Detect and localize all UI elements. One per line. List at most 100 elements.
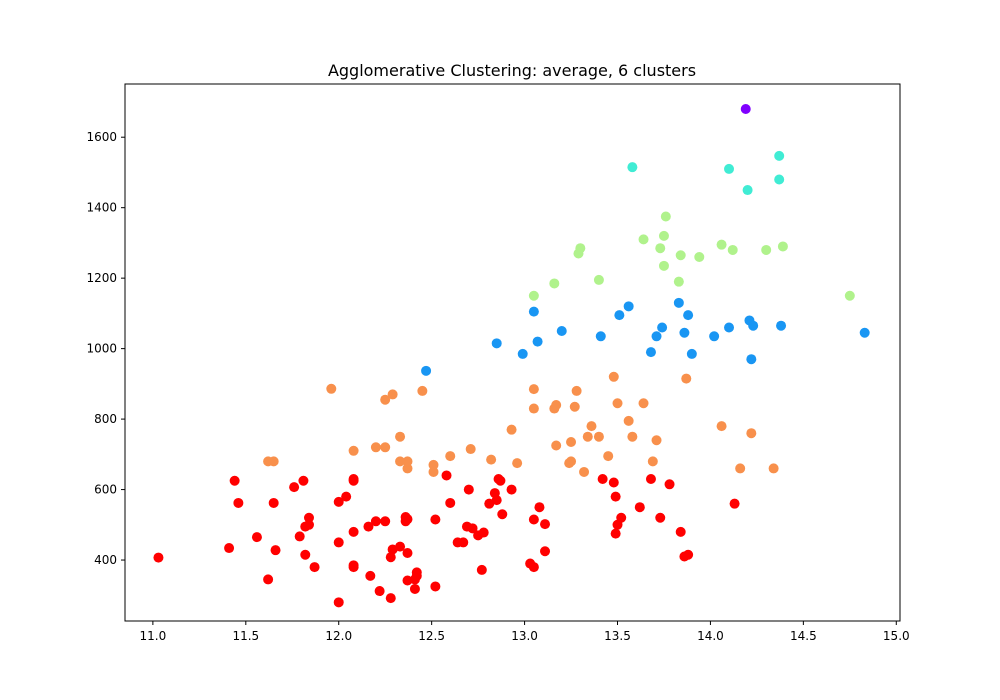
y-tick-label: 400 (94, 553, 117, 567)
data-point-cluster-4 (746, 428, 757, 439)
data-point-cluster-5 (411, 570, 422, 581)
data-point-cluster-3 (532, 336, 543, 347)
data-point-cluster-4 (512, 458, 523, 469)
y-tick-label: 600 (94, 483, 117, 497)
data-point-cluster-5 (683, 549, 694, 560)
data-point-cluster-5 (348, 526, 359, 537)
data-point-cluster-2 (575, 243, 586, 254)
data-point-cluster-5 (497, 509, 508, 520)
x-tick-label: 12.0 (325, 629, 352, 643)
data-point-cluster-5 (610, 528, 621, 539)
data-point-cluster-2 (655, 243, 666, 254)
data-point-cluster-4 (380, 442, 391, 453)
data-point-cluster-3 (556, 326, 567, 337)
data-point-cluster-1 (774, 174, 785, 185)
data-point-cluster-5 (534, 502, 545, 513)
data-point-cluster-4 (608, 371, 619, 382)
data-point-cluster-5 (348, 560, 359, 571)
data-point-cluster-4 (647, 456, 658, 467)
data-point-cluster-4 (387, 389, 398, 400)
data-point-cluster-4 (681, 373, 692, 384)
data-point-cluster-4 (506, 424, 517, 435)
data-point-cluster-4 (402, 456, 413, 467)
x-tick-label: 13.5 (604, 629, 631, 643)
data-point-cluster-5 (363, 521, 374, 532)
data-point-cluster-4 (579, 466, 590, 477)
data-point-cluster-5 (441, 470, 452, 481)
data-point-cluster-4 (735, 463, 746, 474)
data-point-cluster-3 (657, 322, 668, 333)
data-point-cluster-2 (675, 250, 686, 261)
data-point-cluster-5 (610, 491, 621, 502)
data-point-cluster-5 (233, 497, 244, 508)
data-point-cluster-5 (634, 502, 645, 513)
data-point-cluster-4 (445, 451, 456, 462)
data-point-cluster-5 (608, 477, 619, 488)
data-point-cluster-4 (612, 398, 623, 409)
data-point-cluster-5 (333, 496, 344, 507)
data-point-cluster-5 (540, 546, 551, 557)
x-tick-label: 11.0 (140, 629, 167, 643)
data-point-cluster-4 (395, 456, 406, 467)
data-point-cluster-3 (748, 320, 759, 331)
data-point-cluster-5 (729, 498, 740, 509)
data-point-cluster-5 (478, 527, 489, 538)
data-point-cluster-5 (380, 516, 391, 527)
data-point-cluster-5 (303, 512, 314, 523)
data-point-cluster-5 (289, 482, 300, 493)
data-point-cluster-2 (844, 290, 855, 301)
data-point-cluster-3 (686, 348, 697, 359)
data-point-cluster-4 (370, 442, 381, 453)
data-point-cluster-5 (333, 597, 344, 608)
data-point-cluster-5 (303, 519, 314, 530)
x-axis: 11.0 11.5 12.0 12.5 13.0 13.5 14.0 14.5 15.0 (140, 621, 910, 643)
chart-title: Agglomerative Clustering: average, 6 clu… (328, 61, 696, 80)
data-point-cluster-4 (582, 431, 593, 442)
data-point-cluster-5 (484, 498, 495, 509)
data-point-cluster-5 (385, 593, 396, 604)
data-point-cluster-2 (638, 234, 649, 245)
y-tick-label: 1200 (86, 271, 117, 285)
data-point-cluster-5 (300, 549, 311, 560)
y-axis: 400 600 800 1000 1200 1400 1600 (86, 130, 125, 567)
data-point-cluster-5 (402, 575, 413, 586)
x-tick-label: 12.5 (418, 629, 445, 643)
data-point-cluster-5 (491, 495, 502, 506)
data-point-cluster-5 (270, 545, 281, 556)
data-point-cluster-5 (294, 531, 305, 542)
data-point-cluster-4 (716, 421, 727, 432)
data-point-cluster-5 (675, 526, 686, 537)
data-point-cluster-4 (571, 385, 582, 396)
data-point-cluster-4 (586, 421, 597, 432)
data-point-cluster-3 (595, 331, 606, 342)
data-point-cluster-4 (566, 437, 577, 447)
data-point-cluster-5 (341, 491, 352, 502)
data-point-cluster-1 (742, 185, 753, 196)
data-point-cluster-3 (859, 327, 870, 338)
data-point-cluster-4 (465, 444, 476, 455)
data-point-cluster-1 (774, 150, 785, 161)
data-point-cluster-2 (658, 260, 669, 271)
data-point-cluster-4 (428, 459, 439, 470)
data-point-cluster-5 (445, 497, 456, 508)
data-point-cluster-4 (566, 456, 577, 467)
data-point-cluster-5 (664, 479, 675, 490)
points-layer (153, 104, 870, 608)
y-tick-label: 1600 (86, 130, 117, 144)
data-point-cluster-1 (724, 163, 735, 174)
data-point-cluster-3 (528, 306, 539, 317)
data-point-cluster-4 (268, 456, 279, 467)
data-point-cluster-3 (491, 338, 502, 349)
data-point-cluster-3 (645, 347, 656, 358)
data-point-cluster-0 (740, 104, 751, 115)
data-point-cluster-5 (374, 586, 385, 597)
data-point-cluster-4 (623, 415, 634, 426)
data-point-cluster-2 (761, 244, 772, 255)
data-point-cluster-2 (727, 244, 738, 255)
data-point-cluster-4 (326, 383, 337, 394)
data-point-cluster-5 (645, 474, 656, 484)
data-point-cluster-2 (694, 252, 705, 263)
data-point-cluster-5 (348, 474, 359, 484)
data-point-cluster-5 (430, 581, 441, 592)
data-point-cluster-3 (746, 354, 757, 365)
